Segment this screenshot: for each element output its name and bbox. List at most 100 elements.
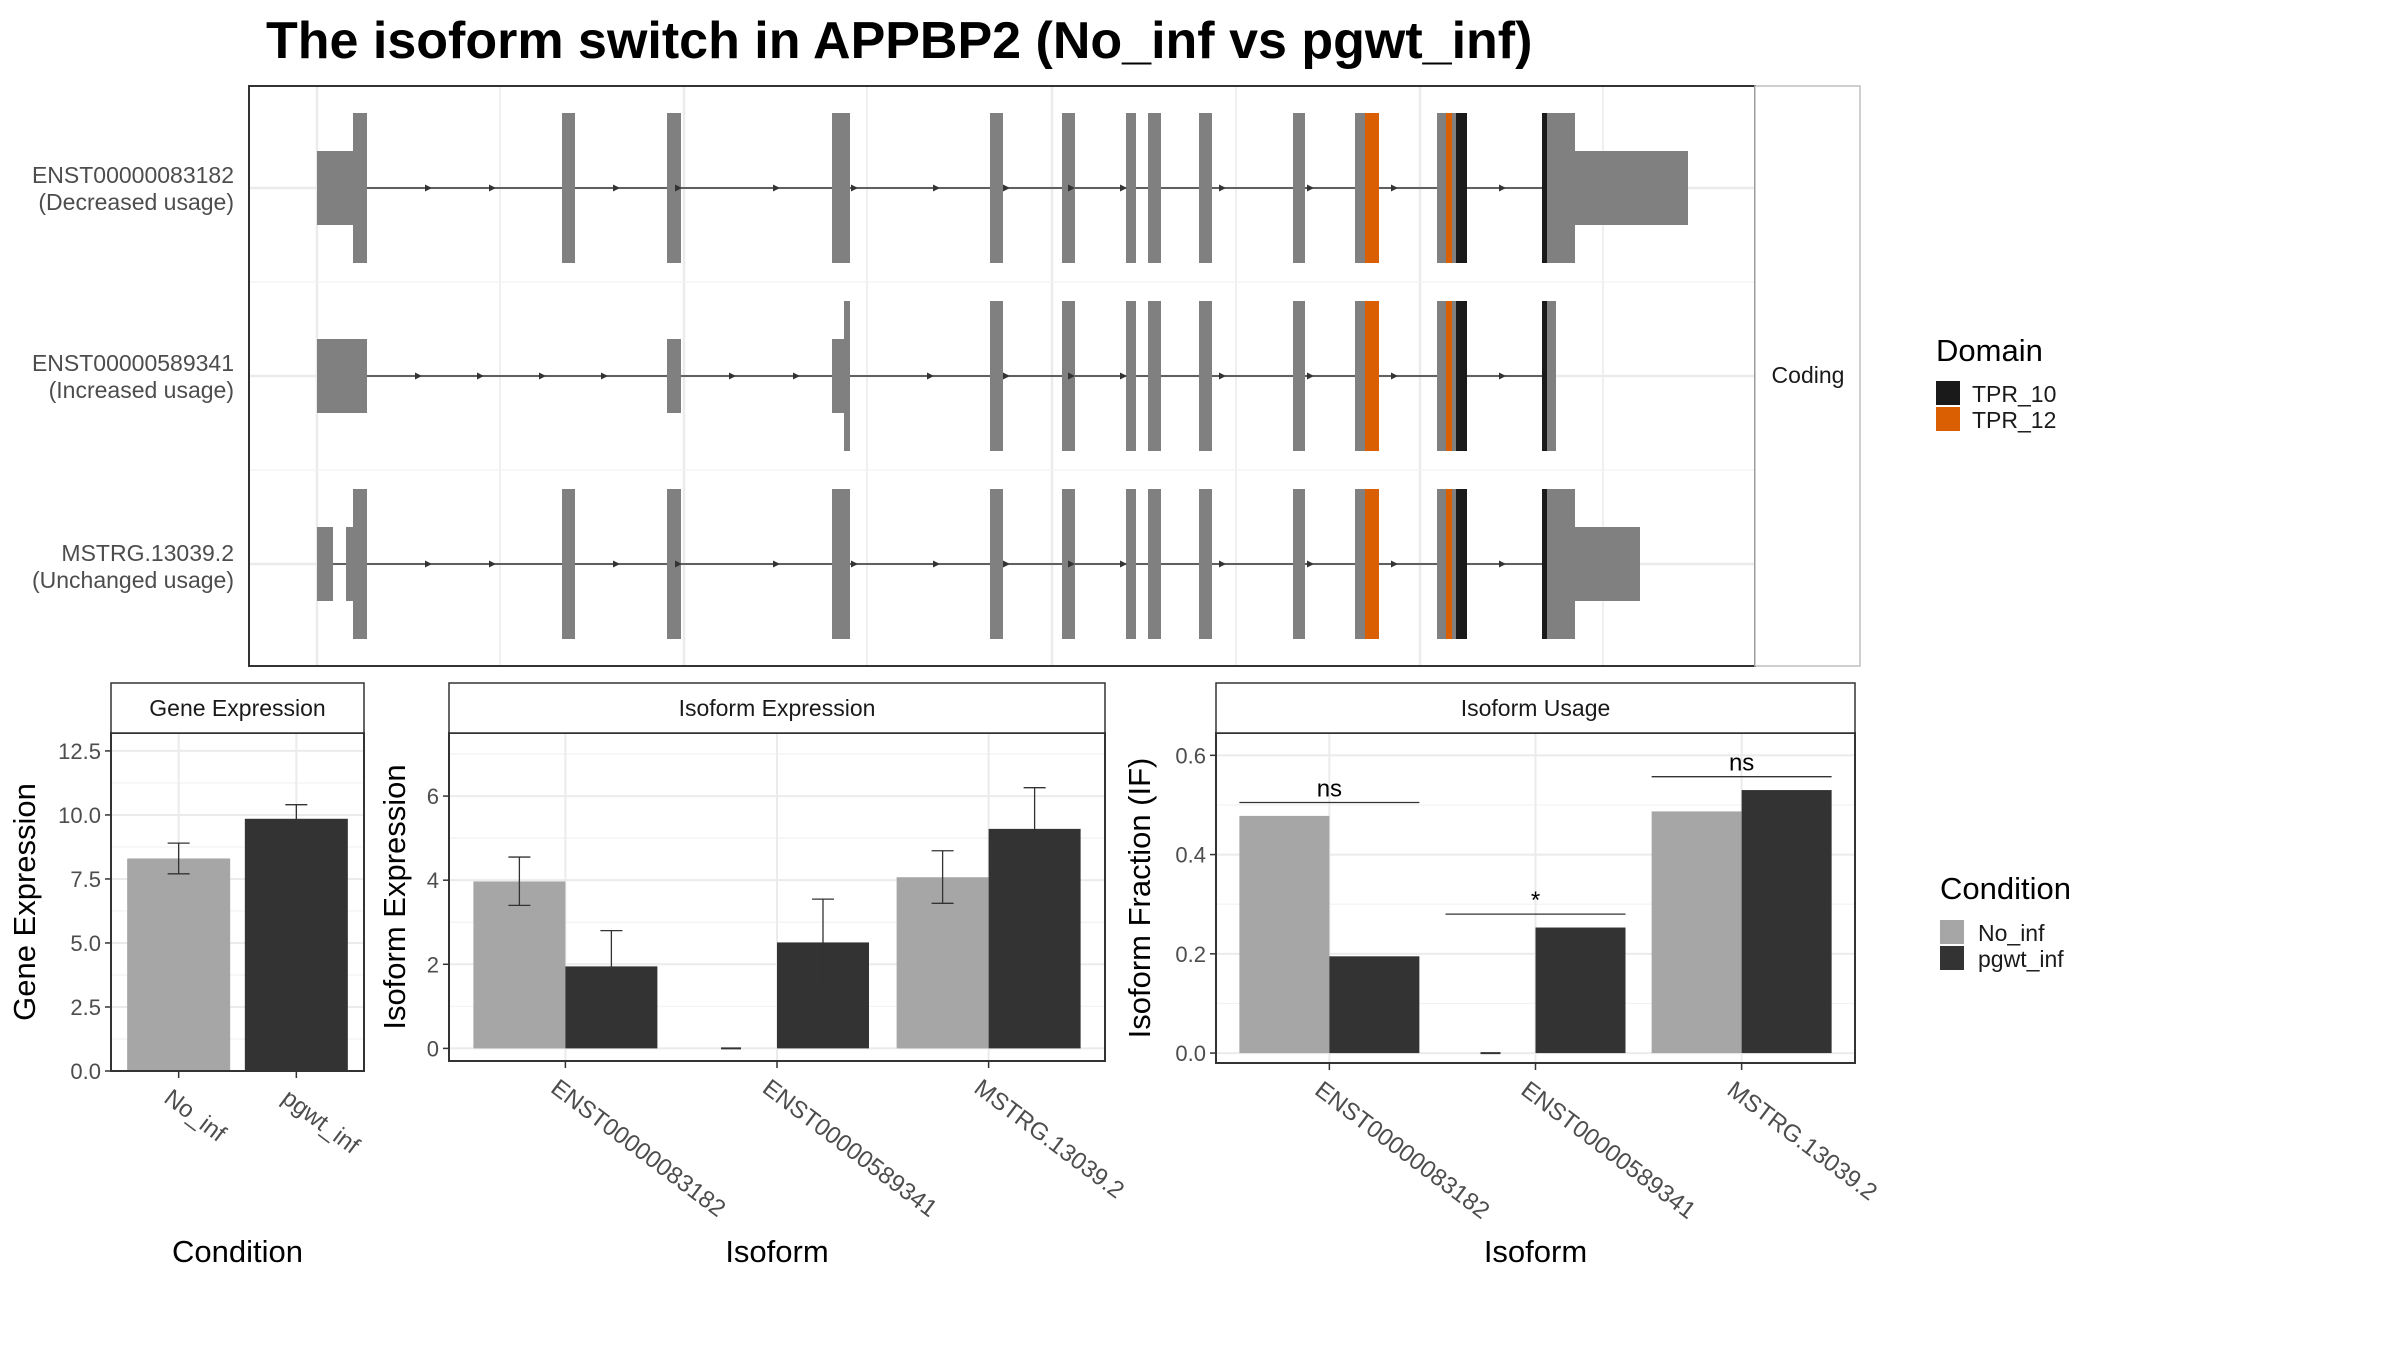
domain-tpr12	[1446, 113, 1452, 263]
exon	[1355, 301, 1365, 451]
strand-arrow	[1068, 372, 1075, 380]
strand-arrow	[773, 560, 780, 568]
bar	[127, 858, 231, 1071]
transcript-tracks	[317, 113, 1688, 639]
strand-arrow	[1068, 560, 1075, 568]
y-tick-label: 0.4	[1175, 843, 1206, 868]
isoform-usage-3: (Unchanged usage)	[32, 567, 234, 593]
isoform-label-1: ENST00000083182	[32, 162, 234, 188]
domain-tpr10	[1542, 301, 1547, 451]
condition-legend-title: Condition	[1940, 871, 2071, 906]
exon	[832, 113, 850, 263]
strand-arrow	[539, 372, 546, 380]
exon	[1452, 301, 1456, 451]
exon	[1293, 113, 1305, 263]
legend-label-pgwt-inf: pgwt_inf	[1978, 946, 2064, 972]
domain-tpr10	[1456, 301, 1467, 451]
strand-arrow	[1219, 372, 1226, 380]
exon	[353, 113, 367, 263]
exon	[1547, 489, 1575, 639]
utr-exon	[317, 151, 353, 225]
y-tick-label: 2.5	[70, 995, 101, 1020]
y-tick-label: 0.2	[1175, 942, 1206, 967]
y-tick-label: 0.0	[70, 1059, 101, 1084]
utr-exon	[346, 527, 353, 601]
x-tick-label: MSTRG.13039.2	[969, 1074, 1129, 1204]
y-axis-title: Gene Expression	[7, 783, 42, 1021]
bar	[1741, 790, 1832, 1054]
strand-arrow	[613, 560, 620, 568]
utr-exon	[317, 339, 367, 413]
strand-arrow	[1003, 372, 1010, 380]
x-tick-label: MSTRG.13039.2	[1722, 1076, 1882, 1206]
strand-arrow	[773, 184, 780, 192]
exon	[667, 113, 681, 263]
exon	[832, 489, 850, 639]
facet-strip-label: Isoform Usage	[1461, 695, 1611, 721]
domain-tpr10	[1542, 489, 1547, 639]
x-tick-label: ENST00000083182	[546, 1074, 731, 1222]
exon	[1452, 113, 1456, 263]
significance-label: ns	[1729, 750, 1754, 777]
strand-arrow	[1391, 372, 1398, 380]
utr-exon	[832, 339, 844, 413]
gene-expression-panel: 0.0 2.5 5.0 7.5 10.0 12.5 Gene Expression No_in…	[7, 682, 365, 1269]
exon	[1437, 301, 1446, 451]
utr-exon	[317, 527, 333, 601]
exon	[990, 113, 1003, 263]
exon	[1293, 489, 1305, 639]
y-axis-title: Isoform Expression	[377, 764, 412, 1029]
y-tick-label: 10.0	[58, 803, 101, 828]
exon	[1148, 113, 1161, 263]
strand-arrow	[851, 184, 858, 192]
exon	[1126, 489, 1136, 639]
isoform-usage-2: (Increased usage)	[49, 377, 234, 403]
x-tick-label: ENST00000589341	[757, 1074, 942, 1222]
strand-arrow	[1391, 560, 1398, 568]
exon	[1126, 301, 1136, 451]
strand-arrow	[425, 560, 432, 568]
exon	[1148, 301, 1161, 451]
legend-swatch-tpr10	[1936, 381, 1960, 405]
legend-label-tpr12: TPR_12	[1972, 407, 2056, 433]
bar	[1651, 811, 1742, 1054]
domain-tpr10	[1456, 489, 1467, 639]
strand-arrow	[1307, 560, 1314, 568]
exon	[1355, 489, 1365, 639]
strand-arrow	[1307, 372, 1314, 380]
isoform-label-3: MSTRG.13039.2	[61, 540, 234, 566]
exon	[1126, 113, 1136, 263]
exon	[562, 113, 575, 263]
transcript-panel: Coding ENST00000083182 (Decreased usage)…	[32, 85, 1861, 667]
exon	[1293, 301, 1305, 451]
x-axis-title: Isoform	[1484, 1234, 1587, 1269]
strand-arrow	[489, 560, 496, 568]
domain-tpr12	[1365, 113, 1379, 263]
strand-arrow	[1219, 560, 1226, 568]
coding-strip	[1754, 85, 1861, 667]
y-tick-label: 2	[427, 952, 439, 977]
strand-arrow	[489, 184, 496, 192]
exon	[1355, 113, 1365, 263]
bar	[1329, 956, 1420, 1054]
legend-label-no-inf: No_inf	[1978, 920, 2045, 946]
exon	[667, 489, 681, 639]
exon	[1437, 489, 1446, 639]
strand-arrow	[729, 372, 736, 380]
strand-arrow	[1120, 184, 1127, 192]
strand-arrow	[675, 560, 682, 568]
y-tick-label: 7.5	[70, 867, 101, 892]
legend-swatch-tpr12	[1936, 407, 1960, 431]
strand-arrow	[613, 184, 620, 192]
domain-legend: Domain TPR_10 TPR_12	[1936, 333, 2056, 433]
strand-arrow	[1219, 184, 1226, 192]
y-tick-label: 5.0	[70, 931, 101, 956]
y-tick-label: 12.5	[58, 739, 101, 764]
exon	[1452, 489, 1456, 639]
facet-strip	[448, 682, 1106, 734]
strand-arrow	[1391, 184, 1398, 192]
strand-arrow	[1068, 184, 1075, 192]
legend-swatch-pgwt-inf	[1940, 946, 1964, 970]
strand-arrow	[933, 560, 940, 568]
